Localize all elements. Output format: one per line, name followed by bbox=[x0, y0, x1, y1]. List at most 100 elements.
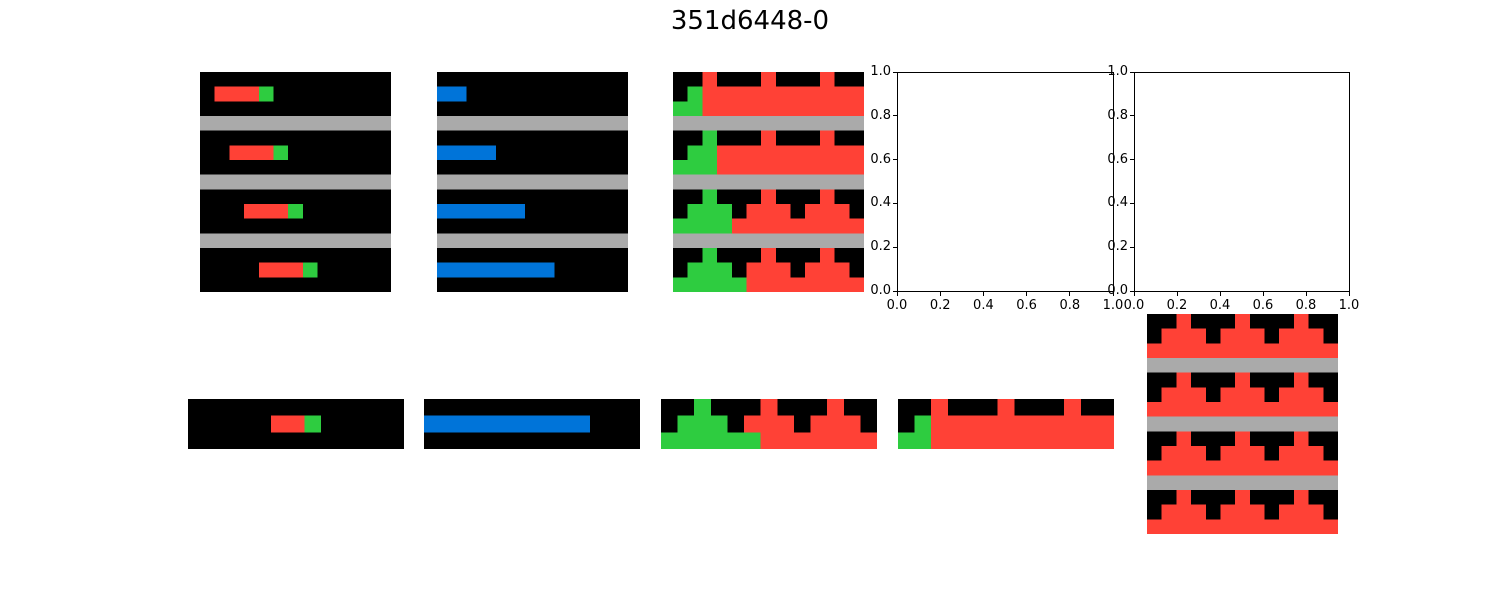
test-input-cell bbox=[1235, 372, 1251, 388]
train-1-input-cell bbox=[569, 130, 585, 146]
test-input-cell bbox=[1147, 416, 1162, 432]
test-input-cell bbox=[1293, 343, 1309, 359]
train-2-input-cell bbox=[731, 248, 747, 263]
train-2-input-cell bbox=[761, 174, 777, 190]
train-2-input-cell bbox=[849, 262, 864, 278]
test-input-cell bbox=[1323, 328, 1338, 344]
test-input-cell bbox=[1147, 460, 1162, 476]
train-0-input-cell bbox=[361, 233, 377, 249]
train-2-input-cell bbox=[687, 116, 703, 131]
train-0-input-cell bbox=[361, 218, 377, 234]
train-1-input-cell bbox=[569, 145, 585, 161]
train-2-input-cell bbox=[746, 248, 762, 263]
train-0-input-cell bbox=[302, 277, 318, 292]
test-input-cell bbox=[1293, 328, 1309, 344]
train-0-input-cell bbox=[229, 262, 245, 278]
train-0-input-cell bbox=[332, 204, 348, 219]
train-2-input-cell bbox=[849, 248, 864, 263]
test-input-cell bbox=[1220, 460, 1236, 476]
train-0-input-cell bbox=[258, 145, 274, 161]
train-2-input-cell bbox=[702, 72, 718, 87]
train-0-input-cell bbox=[273, 86, 289, 102]
train-1-input-cell bbox=[481, 277, 497, 292]
train-1-output-cell bbox=[523, 399, 541, 416]
train-2-input-cell bbox=[717, 189, 733, 205]
test-input-cell bbox=[1279, 358, 1295, 373]
train-1-input-cell bbox=[613, 233, 628, 249]
train-1-input-cell bbox=[525, 130, 541, 146]
train-0-input-cell bbox=[229, 233, 245, 249]
test-input-cell bbox=[1293, 490, 1309, 505]
train-2-input-cell bbox=[849, 86, 864, 102]
train-1-input-cell bbox=[598, 145, 614, 161]
train-0-input-cell bbox=[302, 130, 318, 146]
train-2-input-cell bbox=[717, 248, 733, 263]
train-0-input-cell bbox=[229, 277, 245, 292]
test-input-cell bbox=[1191, 402, 1207, 417]
train-2-output-cell bbox=[827, 415, 845, 433]
empty-axes-2-xtick-mark bbox=[1305, 292, 1307, 296]
train-0-input-cell bbox=[302, 101, 318, 117]
train-1-input-cell bbox=[598, 116, 614, 131]
train-1-output-grid bbox=[424, 399, 640, 449]
train-0-input-cell bbox=[346, 72, 362, 87]
train-0-input-cell bbox=[244, 262, 260, 278]
test-input-cell bbox=[1191, 460, 1207, 476]
test-input-cell bbox=[1264, 504, 1280, 520]
test-output-cell bbox=[997, 415, 1015, 433]
train-2-input-cell bbox=[790, 233, 806, 249]
test-input-cell bbox=[1308, 490, 1324, 505]
train-0-input-cell bbox=[376, 233, 391, 249]
train-2-input-cell bbox=[702, 204, 718, 219]
train-2-output-cell bbox=[760, 399, 778, 416]
test-input-cell bbox=[1293, 416, 1309, 432]
empty-axes-1 bbox=[897, 72, 1114, 292]
train-0-input-cell bbox=[244, 160, 260, 175]
train-1-input-cell bbox=[613, 174, 628, 190]
train-2-input-cell bbox=[805, 130, 821, 146]
train-1-input-cell bbox=[495, 277, 511, 292]
train-0-output-cell bbox=[370, 415, 388, 433]
train-0-input-cell bbox=[200, 145, 215, 161]
train-2-input-cell bbox=[673, 72, 688, 87]
train-0-input-cell bbox=[244, 204, 260, 219]
train-0-input-cell bbox=[229, 101, 245, 117]
train-0-input-cell bbox=[273, 145, 289, 161]
empty-axes-2-xtick-mark bbox=[1262, 292, 1264, 296]
train-1-input-cell bbox=[495, 72, 511, 87]
test-input-cell bbox=[1264, 490, 1280, 505]
train-2-input-cell bbox=[746, 116, 762, 131]
train-2-output-cell bbox=[760, 432, 778, 449]
train-0-input-cell bbox=[332, 116, 348, 131]
train-1-input-cell bbox=[495, 174, 511, 190]
test-input-cell bbox=[1161, 475, 1177, 491]
train-1-output-cell bbox=[507, 399, 525, 416]
train-2-input-cell bbox=[731, 218, 747, 234]
train-0-input-cell bbox=[288, 130, 304, 146]
train-2-output-cell bbox=[744, 399, 762, 416]
train-1-input-cell bbox=[554, 248, 570, 263]
train-2-input-cell bbox=[746, 145, 762, 161]
test-input-cell bbox=[1205, 402, 1221, 417]
train-0-input-cell bbox=[302, 218, 318, 234]
train-1-input-cell bbox=[569, 204, 585, 219]
train-2-input-cell bbox=[834, 101, 850, 117]
train-1-input-cell bbox=[613, 218, 628, 234]
train-0-input-cell bbox=[288, 204, 304, 219]
train-1-input-cell bbox=[495, 233, 511, 249]
test-input-cell bbox=[1205, 446, 1221, 461]
train-1-input-cell bbox=[569, 233, 585, 249]
test-input-cell bbox=[1176, 490, 1192, 505]
train-1-input-cell bbox=[554, 277, 570, 292]
train-1-input-cell bbox=[539, 116, 555, 131]
train-2-output-cell bbox=[677, 399, 695, 416]
test-output-cell bbox=[931, 399, 949, 416]
train-2-input-cell bbox=[717, 233, 733, 249]
train-2-input-cell bbox=[819, 86, 835, 102]
train-1-input-cell bbox=[613, 277, 628, 292]
train-0-input-cell bbox=[288, 145, 304, 161]
empty-axes-1-xtick-label: 0.8 bbox=[1059, 298, 1081, 313]
test-output-cell bbox=[947, 399, 965, 416]
train-1-input-cell bbox=[554, 233, 570, 249]
train-2-output-cell bbox=[677, 432, 695, 449]
